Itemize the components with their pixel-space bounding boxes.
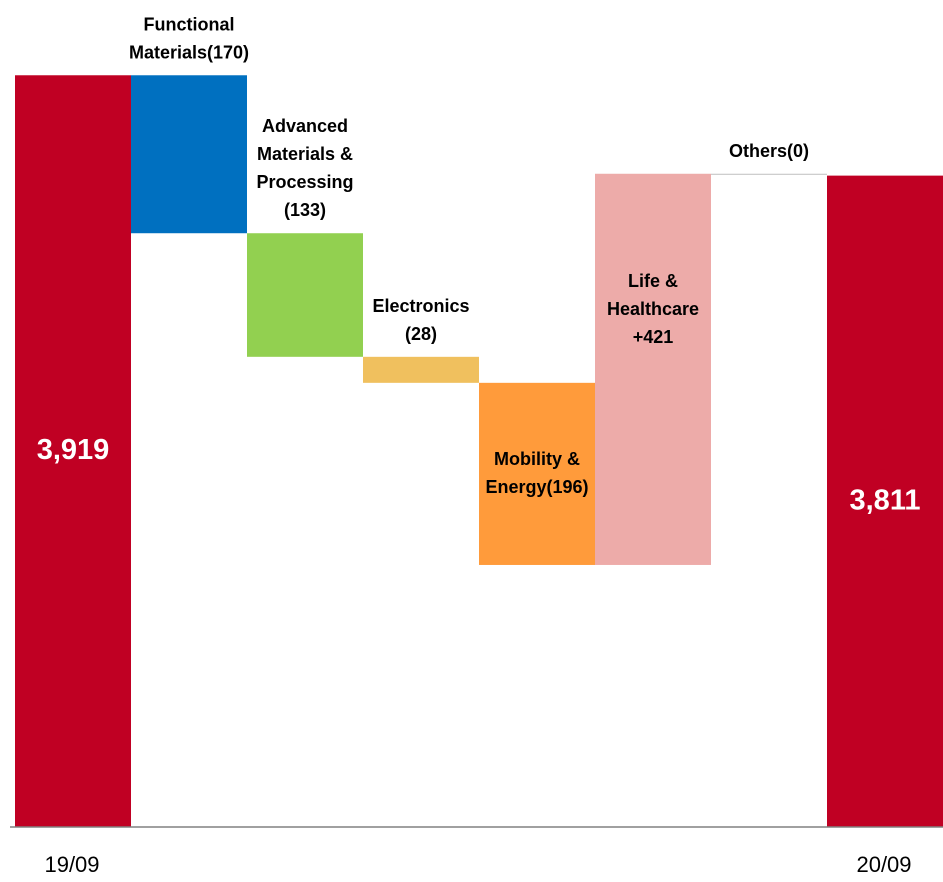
bar bbox=[479, 382, 595, 565]
bar bbox=[595, 173, 711, 565]
x-tick-label: 20/09 bbox=[856, 852, 911, 877]
data-label-line: Others(0) bbox=[729, 141, 809, 161]
data-label-line: Processing bbox=[256, 172, 353, 192]
data-label-line: Electronics bbox=[372, 296, 469, 316]
data-label-line: (133) bbox=[284, 200, 326, 220]
bar bbox=[247, 233, 363, 357]
data-label-line: Materials & bbox=[257, 144, 353, 164]
data-label: 3,919 bbox=[37, 434, 110, 466]
data-label-line: (28) bbox=[405, 324, 437, 344]
bar bbox=[15, 75, 131, 827]
data-label-line: Materials(170) bbox=[129, 42, 249, 62]
data-label-line: 3,919 bbox=[37, 434, 110, 466]
data-label-line: Life & bbox=[628, 271, 678, 291]
data-label: 3,811 bbox=[850, 484, 921, 516]
data-label-line: Energy(196) bbox=[485, 477, 588, 497]
data-label: Functional Materials(170) bbox=[129, 14, 249, 62]
data-label: Life & Healthcare +421 bbox=[607, 271, 699, 347]
data-label-line: Advanced bbox=[262, 116, 348, 136]
data-label-line: Healthcare bbox=[607, 299, 699, 319]
bar bbox=[827, 175, 943, 828]
data-label-line: Functional bbox=[144, 14, 235, 34]
data-label: Advanced Materials & Processing (133) bbox=[256, 116, 353, 220]
x-tick-label: 19/09 bbox=[44, 852, 99, 877]
bar bbox=[363, 356, 479, 383]
data-label: Others(0) bbox=[729, 141, 809, 161]
bar bbox=[131, 75, 247, 234]
data-label: Mobility & Energy(196) bbox=[485, 449, 588, 497]
data-label-line: 3,811 bbox=[850, 484, 921, 516]
bar bbox=[711, 173, 827, 175]
data-label-line: +421 bbox=[633, 327, 674, 347]
data-label-line: Mobility & bbox=[494, 449, 580, 469]
data-label: Electronics (28) bbox=[372, 296, 469, 344]
